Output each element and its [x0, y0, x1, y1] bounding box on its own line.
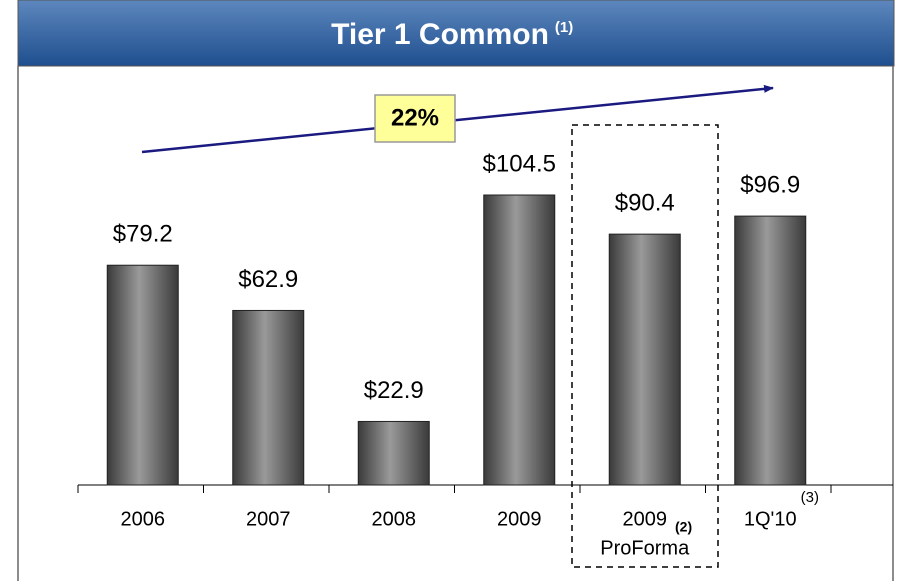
bar	[232, 309, 305, 486]
value-label: $79.2	[113, 221, 173, 248]
annotation-box	[374, 94, 456, 143]
annotation: 22%	[391, 104, 439, 131]
bar	[357, 420, 430, 486]
bar	[608, 233, 681, 486]
x-tick-label: 2008	[372, 508, 417, 530]
value-label: $96.9	[740, 171, 800, 198]
x-tick-label: 2009	[623, 508, 668, 530]
x-tick-sublabel: ProForma	[600, 537, 690, 559]
header-bar	[17, 0, 895, 67]
value-label: $90.4	[615, 189, 675, 216]
value-label: $62.9	[238, 266, 298, 293]
x-tick-footnote: (2)	[675, 519, 692, 535]
growth-arrow	[141, 84, 774, 154]
bar	[483, 194, 556, 486]
title-footnote: (1)	[555, 19, 573, 36]
value-label: $104.5	[483, 150, 556, 177]
x-tick-label: 1Q'10	[744, 508, 797, 530]
chart-title: Tier 1 Common	[331, 18, 549, 51]
x-tick-label: 2007	[246, 508, 291, 530]
proforma-box	[571, 124, 719, 568]
x-tick-label: 2009	[497, 508, 542, 530]
x-tick-label: 2006	[121, 508, 166, 530]
x-tick-footnote: (3)	[801, 489, 819, 506]
value-label: $22.9	[364, 377, 424, 404]
bar	[734, 215, 807, 486]
bar	[106, 264, 179, 486]
